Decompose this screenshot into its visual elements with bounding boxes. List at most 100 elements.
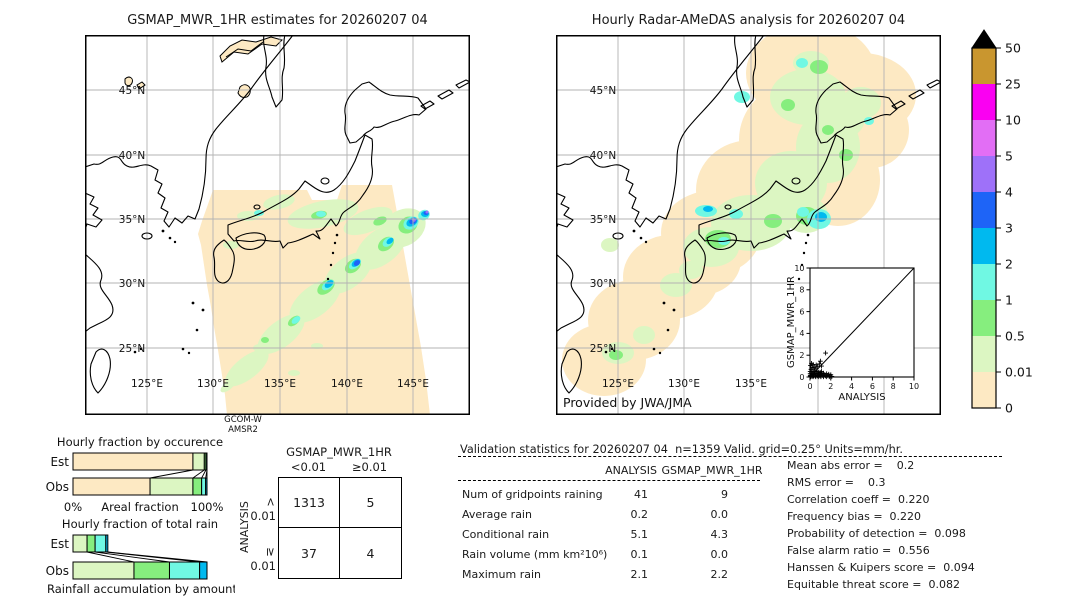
colorbar-tick-label: 10 — [1005, 113, 1021, 128]
colorbar: 50 25 10 5 4 3 2 1 0.5 0.01 0 — [971, 29, 1033, 416]
inset-y-tick-label: 6 — [799, 307, 804, 316]
colorbar-segment — [972, 336, 996, 373]
colorbar-segment — [972, 300, 996, 337]
lon-label: 125°E — [602, 378, 634, 390]
stat-row-analysis-value: 0.1 — [630, 548, 649, 561]
metric-probability-of-detection: Probability of detection = 0.098 — [787, 527, 966, 540]
colorbar-tick-label: 2 — [1005, 257, 1013, 272]
contingency-row-header-lt: <0.01 — [250, 497, 279, 523]
bar-segment — [205, 452, 208, 471]
island-sado — [320, 177, 330, 185]
scatter-point — [813, 362, 819, 368]
bar-row-label: Obs — [46, 480, 69, 494]
validation-col-header-analysis: ANALYSIS — [605, 464, 657, 477]
scatter-point — [818, 358, 823, 364]
contingency-title: GSMAP_MWR_1HR — [286, 445, 392, 459]
total-rain-chart-title: Hourly fraction of total rain — [62, 517, 218, 531]
lat-label: 35°N — [590, 214, 616, 226]
colorbar-segment — [972, 156, 996, 193]
bar-connector — [95, 551, 170, 563]
map-gridlines — [85, 35, 470, 415]
stat-row-gsmap-value: 4.3 — [710, 528, 729, 541]
lon-label: 135°E — [735, 378, 767, 390]
coastline-taiwan — [560, 348, 582, 394]
island-cheju — [612, 232, 624, 240]
stat-row-gsmap-value: 0.0 — [710, 508, 729, 521]
lat-label: 35°N — [119, 214, 145, 226]
inset-x-tick-label: 2 — [828, 382, 833, 391]
island-sado — [791, 177, 801, 185]
colorbar-tick-label: 3 — [1005, 221, 1013, 236]
bar-row-label: Obs — [46, 564, 69, 578]
credit-text: Provided by JWA/JMA — [563, 395, 692, 410]
bar-connector — [86, 551, 135, 563]
lat-label: 45°N — [590, 85, 616, 97]
island-cheju — [141, 232, 153, 240]
scatter-point — [808, 366, 814, 372]
colorbar-segment — [972, 264, 996, 301]
coastline-honshu — [698, 134, 845, 249]
coastlines — [85, 35, 470, 394]
bar-segment — [201, 477, 207, 496]
validation-title: Validation statistics for 20260207 04 n=… — [460, 443, 903, 456]
lon-label: 125°E — [131, 378, 163, 390]
metric-rms-error: RMS error = 0.3 — [787, 476, 886, 489]
contingency-col-header-ge: ≥0.01 — [351, 460, 388, 474]
colorbar-overflow-arrow — [971, 29, 997, 49]
lon-label: 130°E — [668, 378, 700, 390]
bar-segment — [133, 561, 170, 580]
stat-row-label: Num of gridpoints raining — [462, 488, 603, 501]
bar-segment — [72, 534, 88, 553]
colorbar-tick-label: 0 — [1005, 401, 1013, 416]
scatter-points — [807, 350, 835, 380]
bar-segment — [199, 561, 208, 580]
inset-y-tick-label: 2 — [799, 351, 804, 360]
left-map-border — [85, 35, 470, 415]
inset-y-tick-label: 4 — [799, 329, 804, 338]
coastline-mainland — [85, 35, 294, 228]
bar-segment — [168, 561, 201, 580]
contingency-row-header-ge: ≥0.01 — [250, 547, 279, 573]
scatter-point — [811, 365, 817, 371]
scatter-point — [808, 363, 813, 368]
stat-row-gsmap-value: 0.0 — [710, 548, 729, 561]
coastline-hokkaido — [815, 81, 898, 144]
lat-label: 40°N — [119, 150, 145, 162]
bar-segment — [149, 477, 194, 496]
stat-row-gsmap-value: 2.2 — [710, 568, 729, 581]
right-map-border — [556, 35, 941, 415]
contingency-col-header-lt: <0.01 — [290, 460, 327, 474]
total-rain-xlabel: Rainfall accumulation by amount — [47, 582, 235, 596]
metric-frequency-bias: Frequency bias = 0.220 — [787, 510, 922, 523]
coastline-taiwan — [89, 348, 111, 394]
colorbar-tick-label: 50 — [1005, 41, 1021, 56]
inset-x-tick-label: 10 — [909, 382, 919, 391]
lat-label: 25°N — [119, 343, 145, 355]
inset-x-tick-label: 0 — [807, 382, 812, 391]
left-map-footer: GCOM-W AMSR2 — [163, 415, 323, 435]
occurrence-chart-title: Hourly fraction by occurence — [57, 435, 223, 449]
scatter-point — [823, 373, 828, 379]
bar-row-label: Est — [50, 455, 69, 469]
inset-y-tick-label: 10 — [794, 264, 804, 273]
stat-row-label: Maximum rain — [462, 568, 541, 581]
small-islands — [133, 229, 339, 355]
stat-row-label: Average rain — [462, 508, 532, 521]
coastline-shikoku — [706, 232, 737, 250]
stat-row-analysis-value: 2.1 — [630, 568, 649, 581]
colorbar-tick-label: 0.5 — [1005, 329, 1025, 344]
coastline-china — [85, 192, 103, 231]
contingency-cell-miss: 37 — [279, 528, 340, 578]
coastline-china-south — [556, 253, 585, 333]
colorbar-segment — [972, 48, 996, 85]
coastline-china-south — [85, 253, 114, 333]
scatter-point — [823, 350, 828, 356]
inset-ticks: 00 2 2 4 4 6 6 8 8 10 10 — [794, 264, 919, 391]
stat-row-label: Rain volume (mm km²10⁶) — [462, 548, 608, 561]
identity-line — [809, 267, 915, 378]
coastline-shikoku — [235, 232, 266, 250]
stat-row-label: Conditional rain — [462, 528, 550, 541]
sensor-platform-label: GCOM-W — [224, 415, 262, 425]
lat-label: 30°N — [590, 278, 616, 290]
